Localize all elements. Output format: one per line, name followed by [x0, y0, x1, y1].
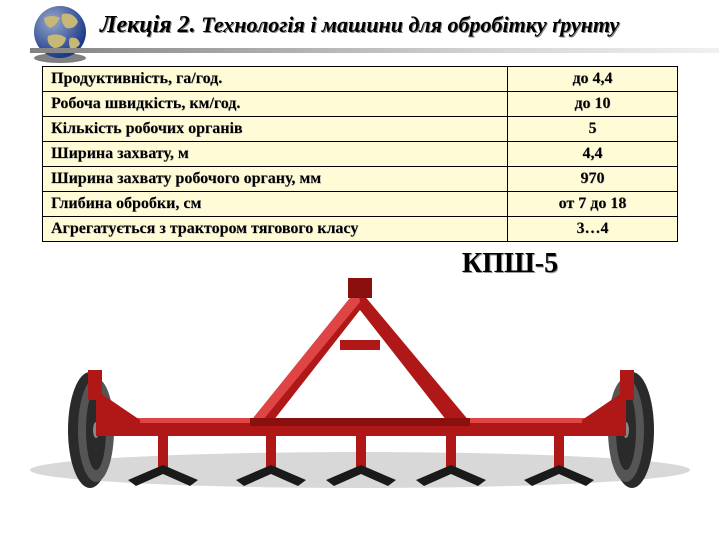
spec-value: 3…4 [508, 217, 678, 242]
spec-label: Кількість робочих органів [43, 117, 508, 142]
spec-value: до 4,4 [508, 67, 678, 92]
machine-diagram [0, 270, 720, 500]
table-row: Продуктивність, га/год.до 4,4 [43, 67, 678, 92]
table-row: Глибина обробки, смот 7 до 18 [43, 192, 678, 217]
spec-table-body: Продуктивність, га/год.до 4,4Робоча швид… [43, 67, 678, 242]
spec-label: Робоча швидкість, км/год. [43, 92, 508, 117]
table-row: Робоча швидкість, км/год.до 10 [43, 92, 678, 117]
spec-label: Глибина обробки, см [43, 192, 508, 217]
spec-value: до 10 [508, 92, 678, 117]
header-divider [30, 48, 719, 53]
table-row: Ширина захвату, м4,4 [43, 142, 678, 167]
spec-label: Ширина захвату робочого органу, мм [43, 167, 508, 192]
spec-label: Ширина захвату, м [43, 142, 508, 167]
spec-label: Продуктивність, га/год. [43, 67, 508, 92]
title-lead: Лекція 2. [100, 12, 196, 38]
table-row: Кількість робочих органів5 [43, 117, 678, 142]
table-row: Агрегатується з трактором тягового класу… [43, 217, 678, 242]
globe-icon [30, 4, 90, 64]
spec-label: Агрегатується з трактором тягового класу [43, 217, 508, 242]
spec-value: 4,4 [508, 142, 678, 167]
spec-value: 970 [508, 167, 678, 192]
table-row: Ширина захвату робочого органу, мм970 [43, 167, 678, 192]
title-rest: Технологія і машини для обробітку ґрунту [196, 12, 620, 37]
spec-value: от 7 до 18 [508, 192, 678, 217]
spec-value: 5 [508, 117, 678, 142]
page-title: Лекція 2. Технологія і машини для обробі… [100, 12, 700, 39]
spec-table: Продуктивність, га/год.до 4,4Робоча швид… [42, 66, 678, 242]
